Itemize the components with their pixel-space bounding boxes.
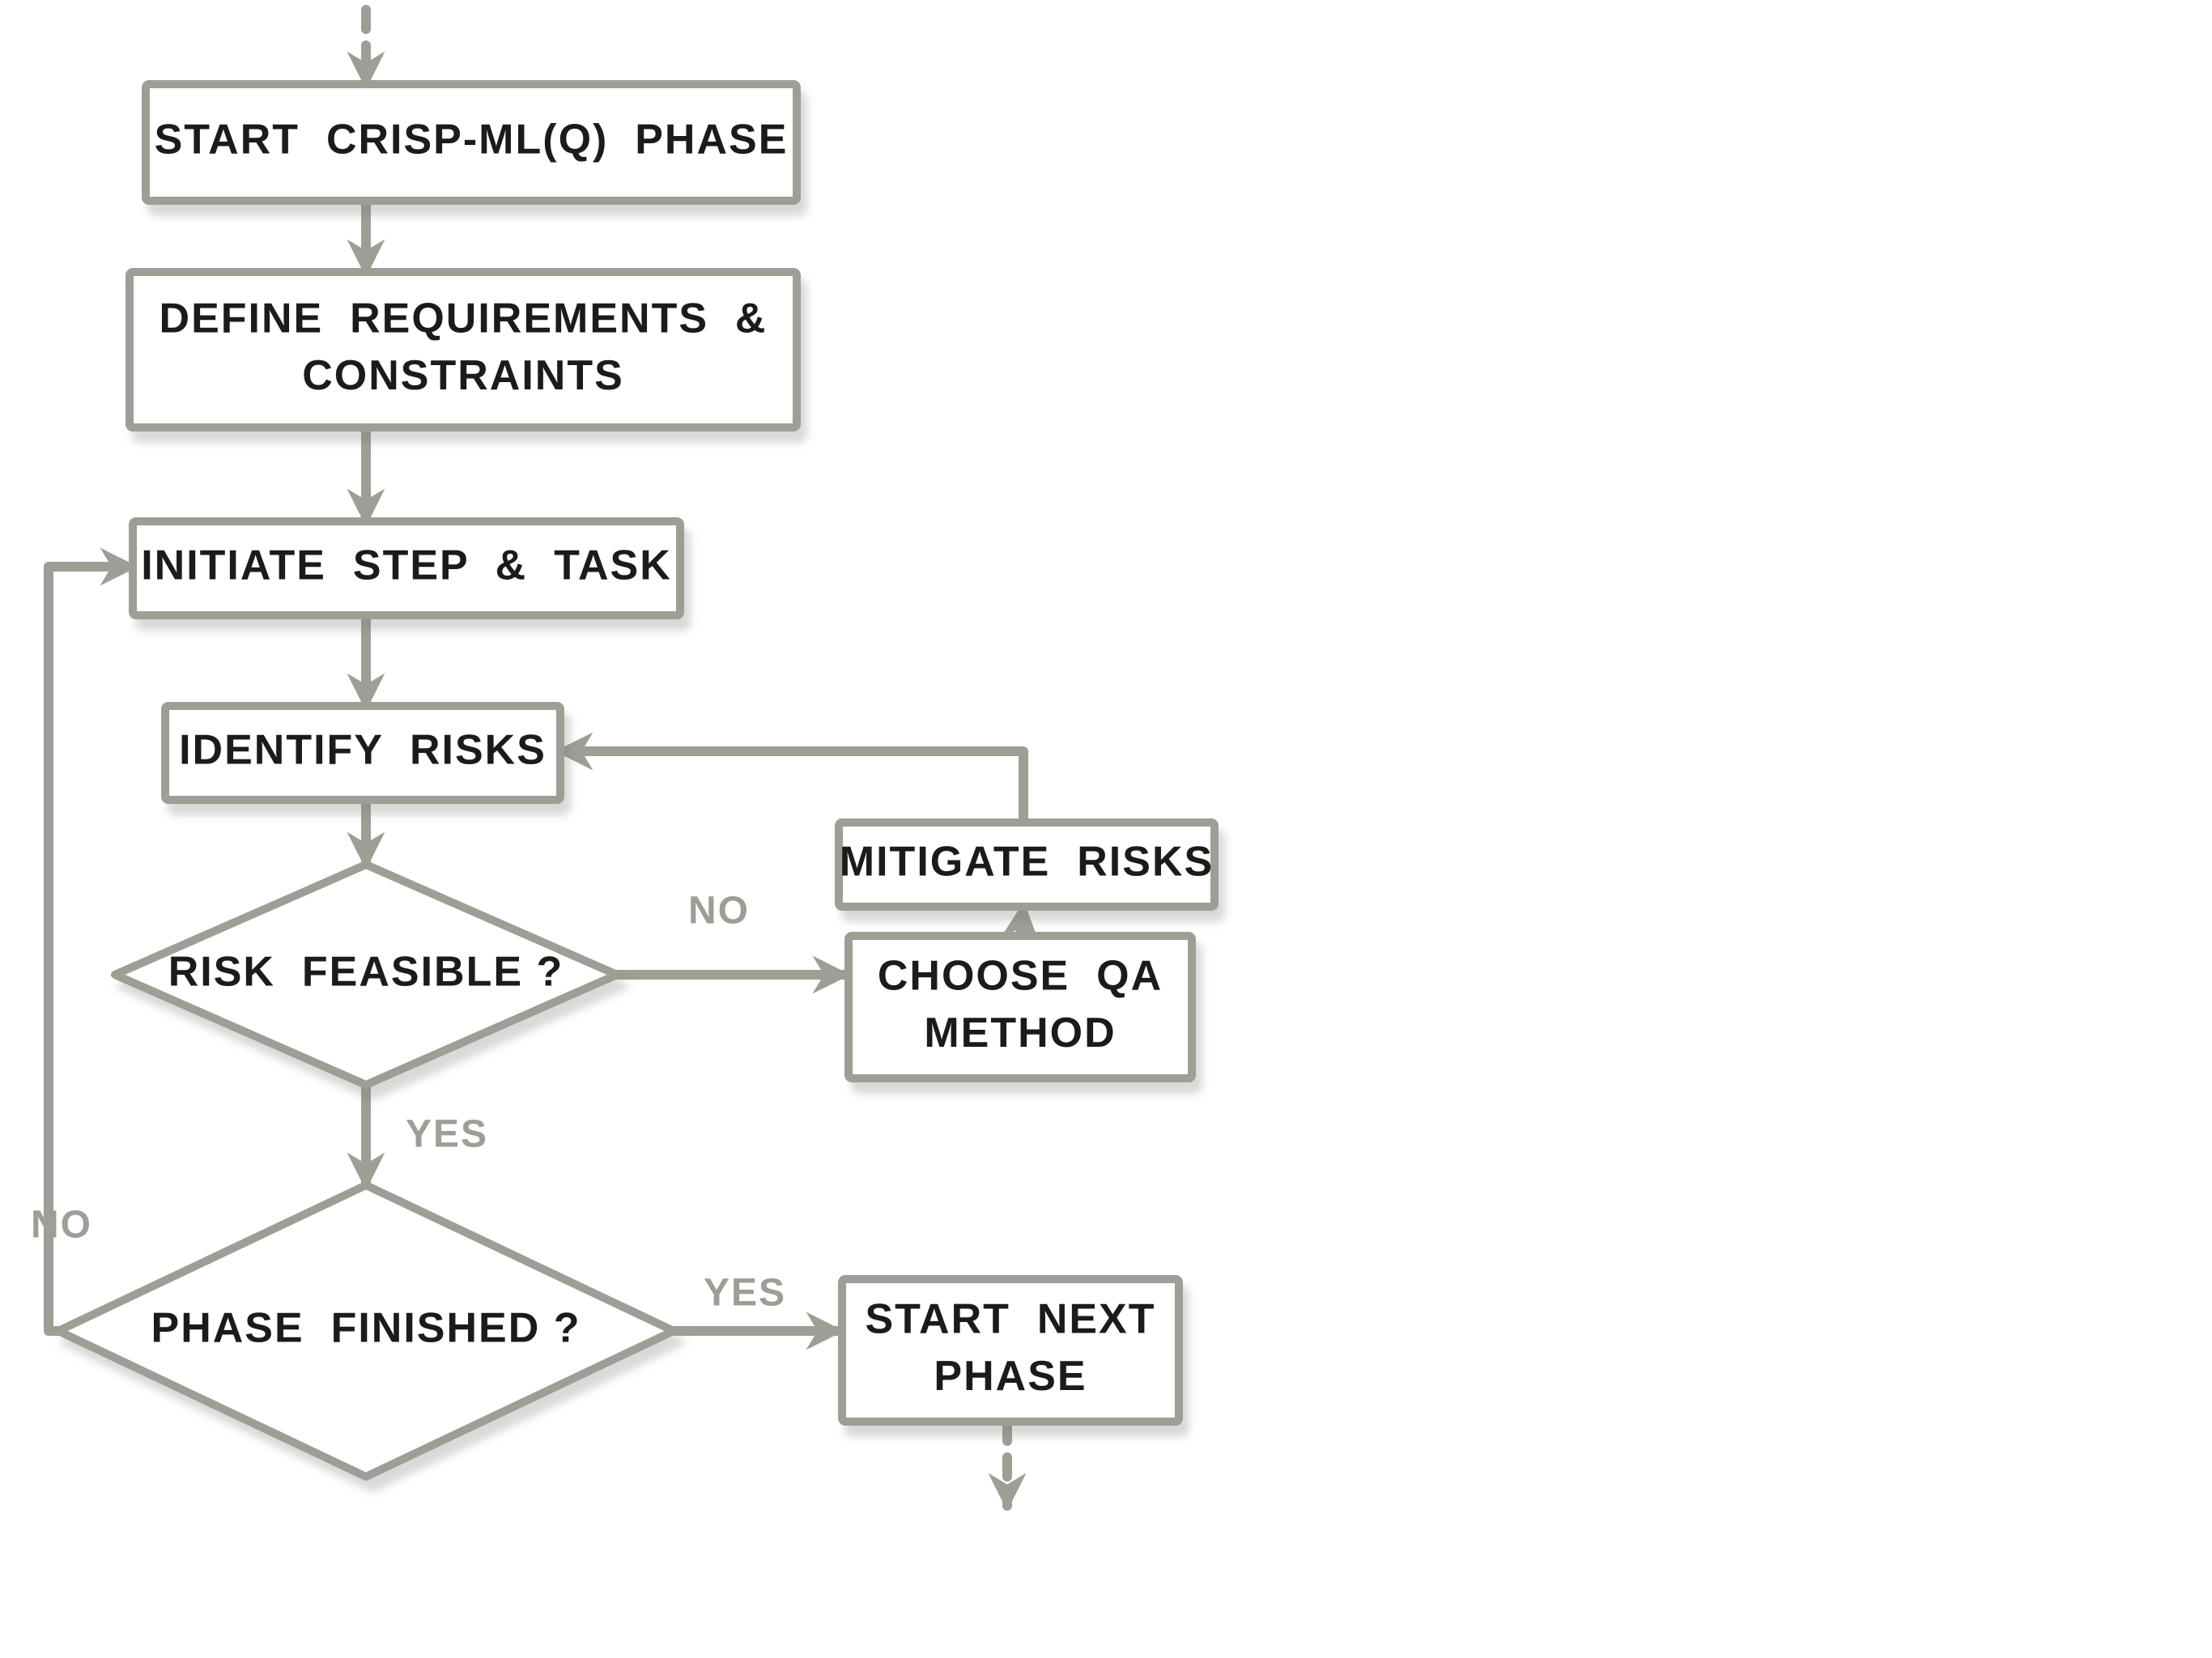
- edge-label-phaseq-yes-next: YES: [704, 1272, 786, 1315]
- node-nextphase: START NEXT PHASE: [842, 1279, 1179, 1422]
- edge-chooseqa-mitigate: [1020, 907, 1023, 936]
- node-label-mitigate: MITIGATE RISKS: [840, 839, 1214, 886]
- edge-label-phaseq-no-initiate: NO: [31, 1204, 92, 1247]
- node-label-nextphase: START NEXT: [865, 1296, 1155, 1343]
- node-mitigate: MITIGATE RISKS: [839, 823, 1214, 907]
- node-label-start: START CRISP-ML(Q) PHASE: [155, 117, 789, 164]
- edge-label-riskq-yes-phaseq: YES: [406, 1113, 488, 1156]
- node-label-define: CONSTRAINTS: [302, 352, 624, 399]
- node-label-chooseqa: CHOOSE QA: [878, 953, 1163, 1000]
- node-label-nextphase: PHASE: [934, 1353, 1087, 1400]
- node-phaseq: PHASE FINISHED ?: [58, 1185, 674, 1477]
- edge-label-riskq-no-chooseqa: NO: [688, 890, 750, 933]
- node-label-phaseq: PHASE FINISHED ?: [151, 1305, 581, 1352]
- node-start: START CRISP-ML(Q) PHASE: [146, 84, 797, 201]
- node-identify: IDENTIFY RISKS: [165, 706, 560, 800]
- node-label-define: DEFINE REQUIREMENTS &: [160, 295, 768, 342]
- nodes-layer: START CRISP-ML(Q) PHASE DEFINE REQUIREMEN…: [58, 84, 1214, 1477]
- node-label-riskq: RISK FEASIBLE ?: [168, 949, 564, 996]
- node-label-identify: IDENTIFY RISKS: [179, 727, 547, 774]
- flowchart-svg: NO YES YES NO START CRISP-ML(Q) PHASE DEFINE …: [0, 0, 2212, 1658]
- node-chooseqa: CHOOSE QA METHOD: [849, 936, 1192, 1078]
- node-define: DEFINE REQUIREMENTS & CONSTRAINTS: [130, 272, 797, 427]
- edge-mitigate-identify: [560, 751, 1023, 823]
- node-label-initiate: INITIATE STEP & TASK: [141, 542, 672, 589]
- node-initiate: INITIATE STEP & TASK: [133, 521, 680, 615]
- node-label-chooseqa: METHOD: [924, 1010, 1116, 1056]
- node-riskq: RISK FEASIBLE ?: [115, 865, 617, 1085]
